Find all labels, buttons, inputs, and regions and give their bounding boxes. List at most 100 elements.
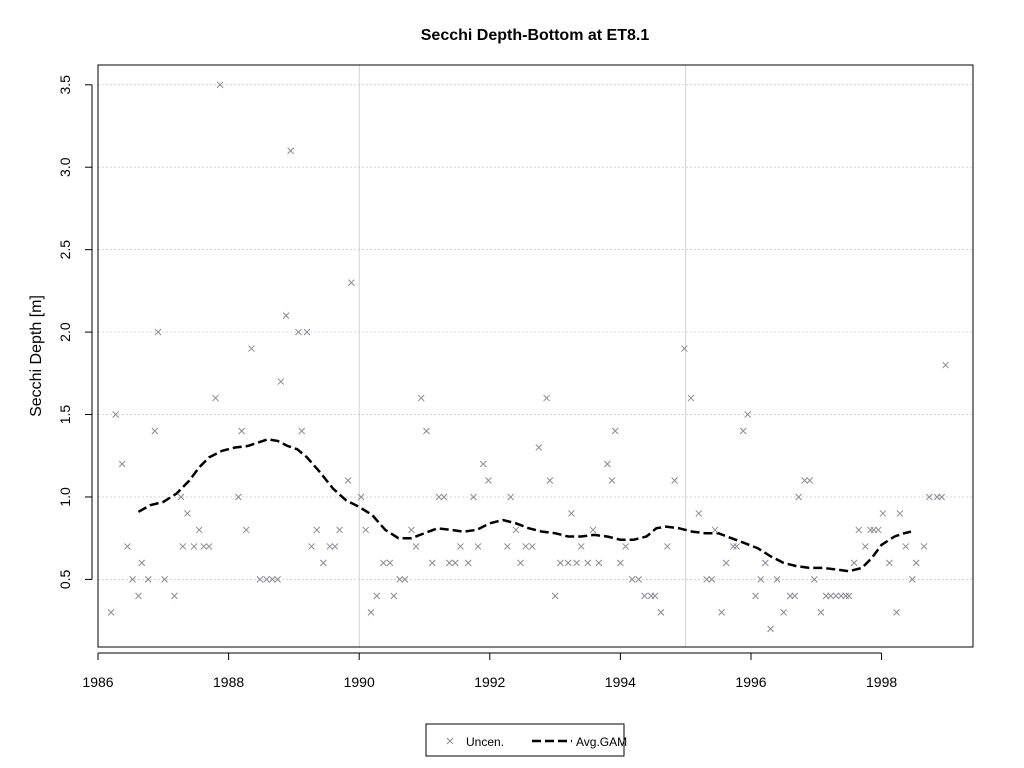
data-point-34 bbox=[303, 328, 311, 336]
data-point-37 bbox=[319, 559, 327, 567]
data-point-119 bbox=[801, 477, 808, 484]
data-point-26 bbox=[263, 576, 270, 583]
data-point-18 bbox=[205, 543, 213, 550]
data-point-28 bbox=[274, 576, 281, 583]
data-point-56 bbox=[428, 559, 436, 567]
data-point-50 bbox=[396, 576, 404, 583]
data-point-30 bbox=[282, 312, 290, 319]
legend-marker-uncen bbox=[446, 737, 454, 745]
data-point-6 bbox=[138, 559, 146, 567]
data-point-43 bbox=[357, 493, 365, 501]
data-point-108 bbox=[739, 427, 747, 435]
data-point-65 bbox=[479, 460, 487, 468]
y-tick-label-4: 2.5 bbox=[57, 240, 73, 260]
data-point-67 bbox=[504, 543, 511, 550]
data-point-96 bbox=[664, 543, 671, 550]
data-point-3 bbox=[124, 543, 131, 550]
x-tick-label-0: 1986 bbox=[82, 674, 113, 690]
data-point-22 bbox=[238, 427, 246, 435]
data-point-83 bbox=[589, 526, 597, 534]
data-point-14 bbox=[184, 510, 191, 517]
data-point-135 bbox=[879, 510, 887, 517]
data-point-54 bbox=[417, 394, 425, 402]
data-point-122 bbox=[817, 609, 825, 616]
data-point-46 bbox=[373, 592, 381, 600]
y-tick-label-5: 3.0 bbox=[57, 157, 73, 177]
data-point-129 bbox=[850, 559, 858, 567]
data-point-66 bbox=[485, 477, 492, 484]
data-point-68 bbox=[507, 493, 515, 501]
data-point-36 bbox=[313, 526, 321, 534]
legend: Uncen. Avg.GAM bbox=[425, 723, 627, 757]
data-point-101 bbox=[703, 576, 710, 583]
y-tick-label-6: 3.5 bbox=[57, 75, 73, 95]
data-point-31 bbox=[287, 147, 294, 155]
grid-layer bbox=[98, 65, 973, 647]
data-point-87 bbox=[611, 427, 619, 435]
data-point-16 bbox=[195, 526, 203, 534]
data-point-21 bbox=[235, 493, 242, 501]
data-point-113 bbox=[767, 625, 774, 633]
data-point-5 bbox=[135, 592, 142, 600]
data-point-19 bbox=[212, 394, 219, 402]
data-point-59 bbox=[445, 559, 453, 567]
data-point-80 bbox=[573, 559, 580, 567]
data-point-72 bbox=[528, 543, 536, 550]
data-point-41 bbox=[344, 477, 352, 484]
data-point-78 bbox=[564, 559, 572, 567]
y-axis-label: Secchi Depth [m] bbox=[28, 295, 45, 417]
y-tick-label-3: 2.0 bbox=[57, 322, 73, 342]
y-tick-label-2: 1.5 bbox=[57, 405, 73, 425]
data-point-81 bbox=[577, 543, 585, 550]
data-point-73 bbox=[535, 444, 543, 451]
data-point-115 bbox=[780, 609, 787, 616]
x-tick-label-3: 1992 bbox=[474, 674, 505, 690]
data-point-45 bbox=[367, 609, 375, 616]
data-point-140 bbox=[908, 576, 916, 583]
data-point-106 bbox=[730, 543, 737, 550]
data-point-134 bbox=[874, 526, 882, 534]
data-point-95 bbox=[657, 609, 665, 616]
data-point-138 bbox=[896, 510, 904, 517]
data-point-57 bbox=[435, 493, 443, 501]
chart-title: Secchi Depth-Bottom at ET8.1 bbox=[421, 27, 650, 44]
data-point-76 bbox=[551, 592, 559, 600]
data-point-114 bbox=[773, 576, 781, 583]
data-point-110 bbox=[752, 592, 759, 600]
axis-layer: 1986 1988 1990 1992 1994 1996 1998 0.5 1.0 1.5 2.0… bbox=[57, 75, 897, 690]
data-point-33 bbox=[298, 427, 306, 435]
data-point-58 bbox=[440, 493, 448, 501]
data-point-143 bbox=[925, 493, 933, 501]
data-point-20 bbox=[216, 81, 224, 89]
gam-line bbox=[137, 438, 912, 573]
data-point-125 bbox=[832, 592, 840, 600]
data-point-29 bbox=[277, 378, 285, 385]
data-point-13 bbox=[179, 543, 187, 550]
data-point-11 bbox=[171, 592, 178, 600]
data-point-124 bbox=[827, 592, 835, 600]
data-point-62 bbox=[464, 559, 472, 567]
data-point-52 bbox=[408, 526, 415, 534]
data-point-42 bbox=[348, 279, 355, 286]
data-point-99 bbox=[687, 394, 695, 402]
data-point-141 bbox=[912, 559, 920, 567]
data-point-4 bbox=[129, 576, 136, 583]
data-point-51 bbox=[401, 576, 409, 583]
data-point-146 bbox=[942, 361, 949, 369]
data-point-121 bbox=[810, 576, 818, 583]
data-point-103 bbox=[711, 526, 719, 534]
data-point-25 bbox=[256, 576, 264, 583]
legend-x-marker bbox=[446, 737, 454, 745]
data-point-74 bbox=[543, 394, 550, 402]
points-layer bbox=[107, 81, 949, 633]
data-point-9 bbox=[154, 328, 162, 336]
data-point-84 bbox=[595, 559, 603, 567]
data-point-8 bbox=[151, 427, 159, 435]
data-point-70 bbox=[517, 559, 524, 567]
x-tick-label-4: 1994 bbox=[605, 674, 636, 690]
data-point-127 bbox=[842, 592, 850, 600]
data-point-48 bbox=[386, 559, 394, 567]
data-point-118 bbox=[795, 493, 803, 501]
